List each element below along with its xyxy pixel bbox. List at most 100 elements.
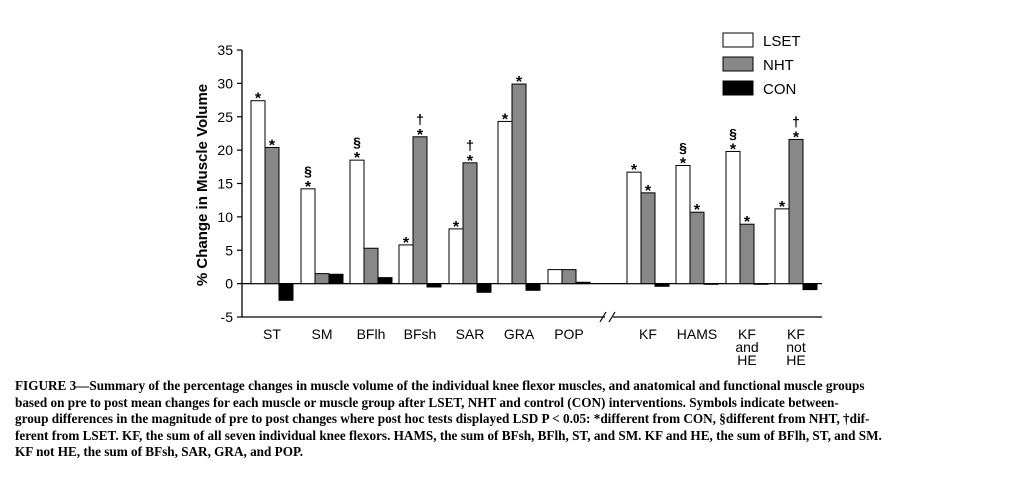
significance-mark: §: [304, 163, 312, 179]
bar-lset: [547, 269, 563, 285]
bar-con: [703, 283, 719, 285]
y-tick-label: 15: [217, 176, 233, 192]
x-tick-label: KF: [738, 326, 756, 342]
caption-line: FIGURE 3—Summary of the percentage chang…: [15, 378, 865, 393]
x-tick-label: BFlh: [357, 326, 386, 342]
legend-swatch: [722, 32, 754, 48]
x-tick-label: GRA: [504, 326, 535, 342]
significance-mark: *: [680, 155, 687, 172]
y-tick-label: 20: [217, 142, 233, 158]
significance-mark: *: [516, 74, 523, 91]
x-tick-label: and: [735, 339, 758, 355]
significance-mark: *: [403, 235, 410, 252]
bar-lset: [349, 159, 365, 285]
significance-mark: *: [744, 214, 751, 231]
y-tick-label: 0: [225, 276, 233, 292]
bar-con: [328, 273, 344, 285]
x-tick-label: not: [786, 339, 806, 355]
x-tick-label: HE: [737, 352, 756, 368]
bar-con: [476, 283, 492, 293]
x-tick-label: POP: [554, 326, 584, 342]
significance-mark: *: [793, 129, 800, 146]
significance-mark: *: [417, 127, 424, 144]
significance-mark: *: [631, 162, 638, 179]
figure-caption: FIGURE 3—Summary of the percentage chang…: [15, 378, 1011, 461]
significance-mark: *: [502, 111, 509, 128]
significance-mark: †: [466, 137, 474, 153]
y-tick-label: -5: [221, 309, 234, 325]
bar-lset: [448, 228, 464, 285]
bar-lset: [626, 171, 642, 285]
bar-con: [278, 283, 294, 301]
significance-mark: *: [453, 219, 460, 236]
bar-con: [426, 283, 442, 288]
significance-mark: *: [694, 202, 701, 219]
y-tick-label: 35: [217, 42, 233, 58]
significance-mark: *: [467, 153, 474, 170]
significance-mark: *: [255, 91, 262, 108]
caption-line: ferent from LSET. KF, the sum of all sev…: [15, 427, 882, 443]
legend-swatch: [722, 80, 754, 96]
bar-nht: [640, 192, 656, 285]
axis-break-mark: [599, 311, 607, 323]
bar-con: [575, 281, 591, 285]
significance-mark: §: [679, 139, 687, 155]
significance-mark: §: [729, 125, 737, 141]
x-axis-labels: ST SM BFlh BFsh SAR GRA POP KF HAMS KFandHEKFnotH…: [263, 326, 806, 368]
caption-line: group differences in the magnitude of pr…: [15, 411, 870, 427]
legend: LSET NHT CON: [722, 32, 801, 98]
significance-mark: *: [730, 141, 737, 158]
bar-lset: [250, 100, 266, 285]
significance-mark: *: [305, 179, 312, 196]
bar-nht: [363, 247, 379, 285]
axis-break-mark: [608, 311, 616, 323]
bar-con: [753, 283, 769, 285]
caption-line: KF not HE, the sum of BFsh, SAR, GRA, an…: [15, 444, 304, 460]
significance-mark: *: [354, 150, 361, 167]
x-tick-label: KF: [639, 326, 657, 342]
legend-swatch: [722, 56, 754, 72]
x-tick-label: HE: [786, 352, 805, 368]
bar-nht: [788, 138, 804, 285]
bar-nht: [561, 269, 577, 285]
x-tick-label: SAR: [456, 326, 485, 342]
bar-con: [654, 283, 670, 287]
bar-con: [377, 277, 393, 285]
x-tick-label: KF: [787, 326, 805, 342]
legend-label: CON: [763, 81, 796, 98]
y-tick-label: 10: [217, 209, 233, 225]
significance-mark: *: [645, 183, 652, 200]
bar-con: [802, 283, 818, 291]
y-tick-label: 30: [217, 75, 233, 91]
x-tick-label: SM: [312, 326, 333, 342]
bar-nht: [412, 136, 428, 285]
bar-nht: [739, 223, 755, 285]
bar-nht: [462, 162, 478, 285]
bar-lset: [497, 120, 513, 285]
bar-nht: [314, 273, 330, 285]
bar-lset: [675, 164, 691, 285]
bar-nht: [689, 211, 705, 285]
significance-mark: *: [779, 199, 786, 216]
legend-label: LSET: [763, 33, 801, 50]
bar-lset: [300, 188, 316, 285]
y-axis-label: % Change in Muscle Volume: [194, 84, 211, 286]
legend-label: NHT: [763, 57, 794, 74]
bar-nht: [511, 83, 527, 285]
bar-con: [525, 283, 541, 291]
bar-lset: [725, 150, 741, 285]
significance-mark: †: [792, 113, 800, 129]
significance-mark: §: [353, 134, 361, 150]
y-tick-label: 5: [225, 242, 233, 258]
significance-mark: †: [416, 111, 424, 127]
bar-lset: [774, 208, 790, 285]
x-tick-label: HAMS: [677, 326, 717, 342]
chart-bars: [250, 83, 818, 301]
significance-mark: *: [269, 137, 276, 154]
bar-nht: [264, 146, 280, 285]
x-tick-label: ST: [263, 326, 281, 342]
caption-line: based on pre to post mean changes for ea…: [15, 394, 839, 410]
x-tick-label: BFsh: [404, 326, 437, 342]
y-tick-label: 25: [217, 109, 233, 125]
